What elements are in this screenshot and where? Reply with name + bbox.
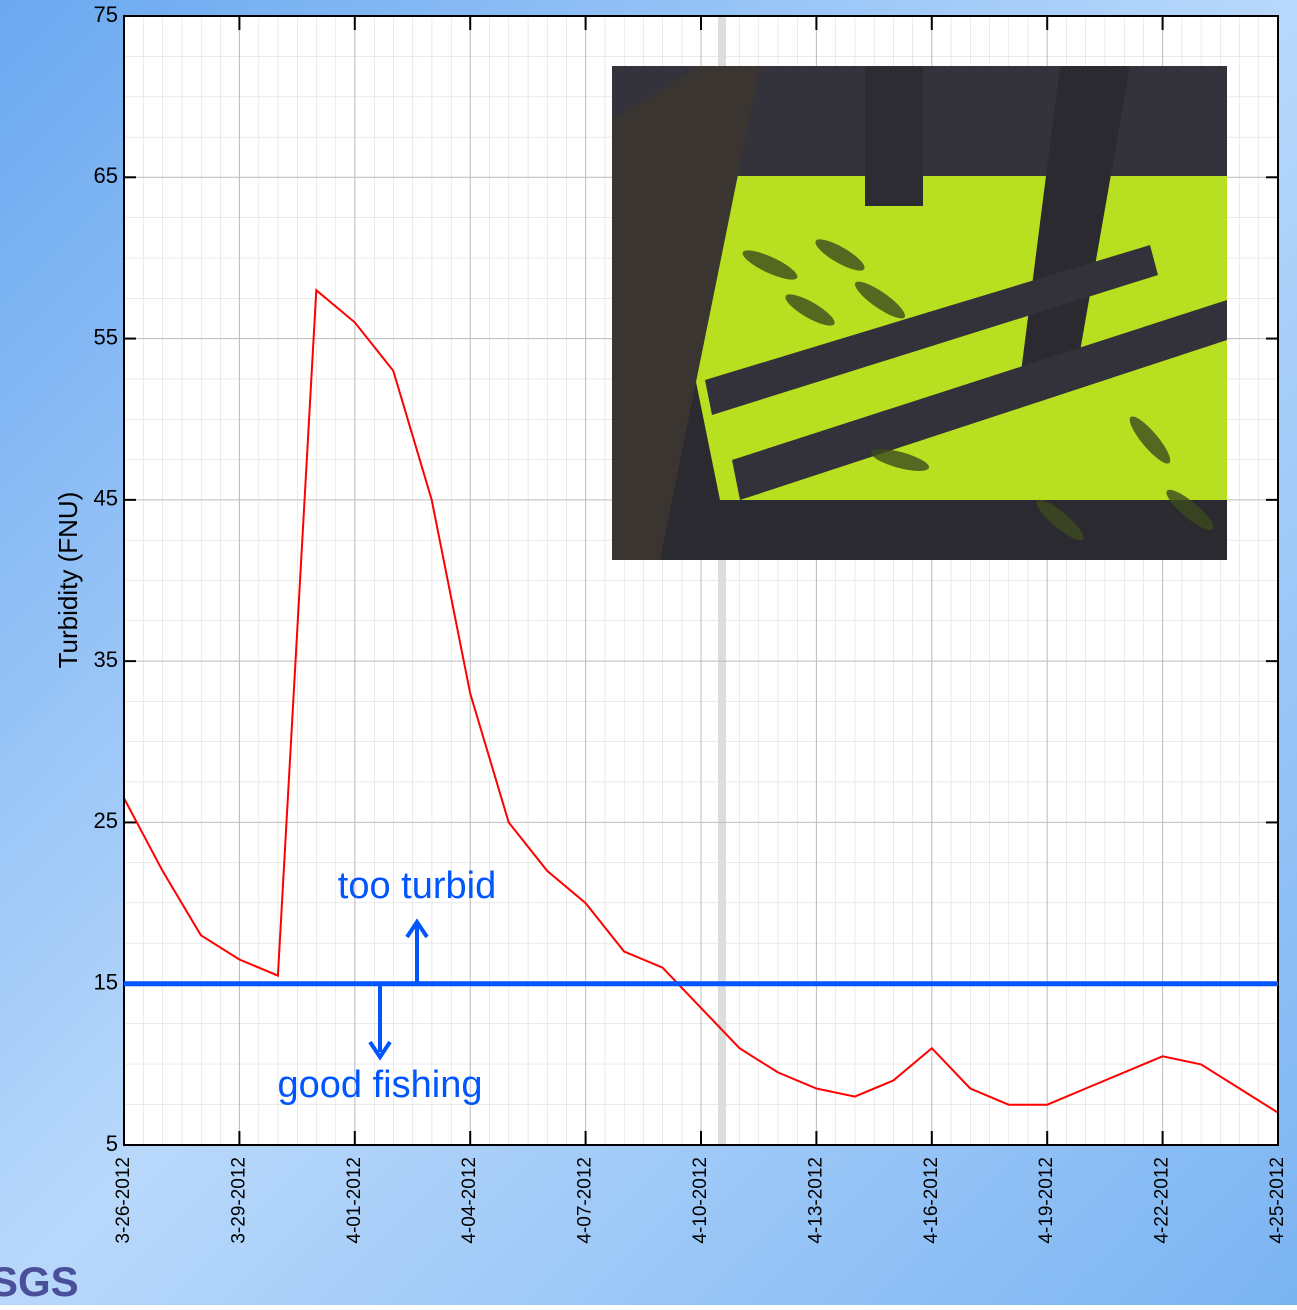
x-tick-label: 4-04-2012 bbox=[459, 1157, 480, 1244]
y-tick-label: 75 bbox=[94, 2, 118, 27]
y-tick-label: 25 bbox=[94, 808, 118, 833]
photo-inset bbox=[612, 66, 1227, 560]
y-tick-label: 45 bbox=[94, 486, 118, 511]
y-axis-label: Turbidity (FNU) bbox=[53, 492, 83, 669]
y-tick-label: 55 bbox=[94, 324, 118, 349]
x-tick-label: 4-07-2012 bbox=[575, 1157, 596, 1244]
y-tick-label: 5 bbox=[106, 1131, 118, 1156]
x-tick-label: 4-19-2012 bbox=[1036, 1157, 1057, 1244]
x-tick-label: 4-22-2012 bbox=[1152, 1157, 1173, 1244]
x-tick-label: 4-25-2012 bbox=[1267, 1157, 1288, 1244]
annotation: too turbid bbox=[338, 865, 496, 907]
logo: SGS bbox=[0, 1258, 79, 1305]
annotation: good fishing bbox=[278, 1064, 483, 1106]
x-tick-label: 3-29-2012 bbox=[228, 1157, 249, 1244]
x-tick-label: 3-26-2012 bbox=[113, 1157, 134, 1244]
chart: 5 15 25 35 45 55 65 75 3-26-2012 3-29-2012 4-01-20… bbox=[0, 0, 1297, 1305]
x-tick-label: 4-01-2012 bbox=[344, 1157, 365, 1244]
x-tick-label: 4-16-2012 bbox=[921, 1157, 942, 1244]
y-tick-label: 65 bbox=[94, 163, 118, 188]
y-tick-label: 35 bbox=[94, 647, 118, 672]
y-tick-label: 15 bbox=[94, 970, 118, 995]
x-tick-label: 4-10-2012 bbox=[690, 1157, 711, 1244]
x-tick-label: 4-13-2012 bbox=[805, 1157, 826, 1244]
